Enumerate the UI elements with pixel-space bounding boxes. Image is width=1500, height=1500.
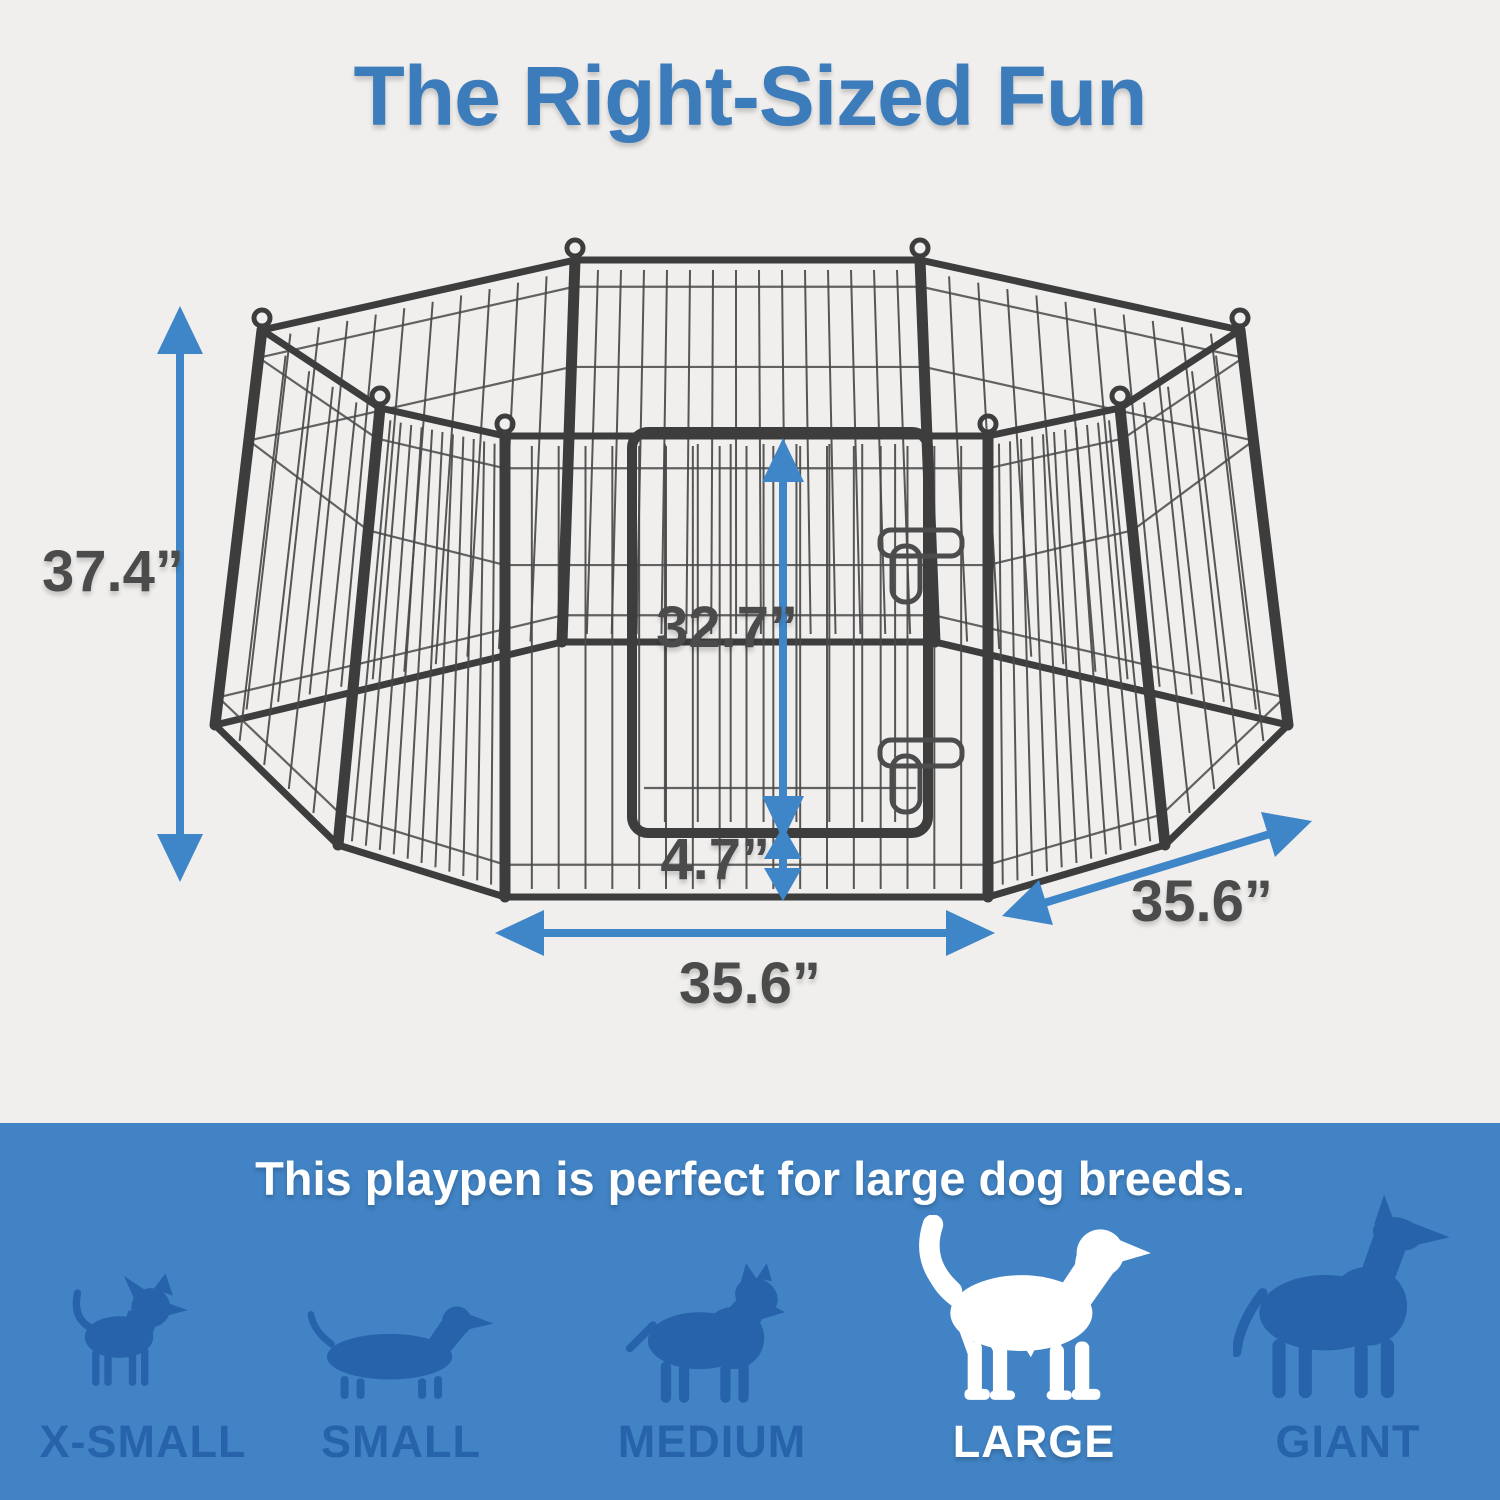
door-height-arrow (762, 438, 804, 840)
dimension-label-side-width: 35.6” (1131, 869, 1273, 934)
dimension-label-bottom-gap: 4.7” (660, 827, 770, 892)
size-label-giant: GIANT (1275, 1416, 1421, 1467)
dimension-label-door-height: 32.7” (656, 595, 798, 660)
size-label-large: LARGE (952, 1416, 1116, 1467)
size-item-medium: MEDIUM (562, 1263, 862, 1468)
size-item-x-small: X-SMALL (0, 1271, 293, 1468)
great-dane-silhouette-icon (1233, 1194, 1450, 1399)
playpen-illustration (209, 237, 1294, 903)
front-width-arrow (495, 910, 995, 956)
page-title: The Right-Sized Fun (353, 49, 1148, 143)
size-item-giant: GIANT (1198, 1188, 1498, 1468)
dimension-arrows (157, 306, 1312, 956)
diagram-section: The Right-Sized Fun (42, 49, 1312, 1016)
bull-terrier-silhouette-icon (625, 1263, 785, 1403)
chihuahua-silhouette-icon (72, 1273, 188, 1386)
size-label-medium: MEDIUM (617, 1416, 807, 1467)
side-width-arrow (1002, 812, 1312, 925)
size-guide-band: This playpen is perfect for large dog br… (0, 1123, 1500, 1500)
dimension-label-front-width: 35.6” (679, 951, 821, 1016)
size-item-large: LARGE (884, 1215, 1184, 1468)
band-heading: This playpen is perfect for large dog br… (255, 1152, 1245, 1205)
golden-retriever-silhouette-icon (919, 1215, 1151, 1400)
size-label-x-small: X-SMALL (39, 1416, 247, 1467)
size-label-small: SMALL (321, 1416, 481, 1467)
size-item-small: SMALL (251, 1294, 551, 1468)
dimension-label-height: 37.4” (42, 539, 184, 604)
dachshund-silhouette-icon (307, 1306, 494, 1399)
height-arrow (157, 306, 203, 882)
bottom-gap-arrow (764, 826, 802, 901)
